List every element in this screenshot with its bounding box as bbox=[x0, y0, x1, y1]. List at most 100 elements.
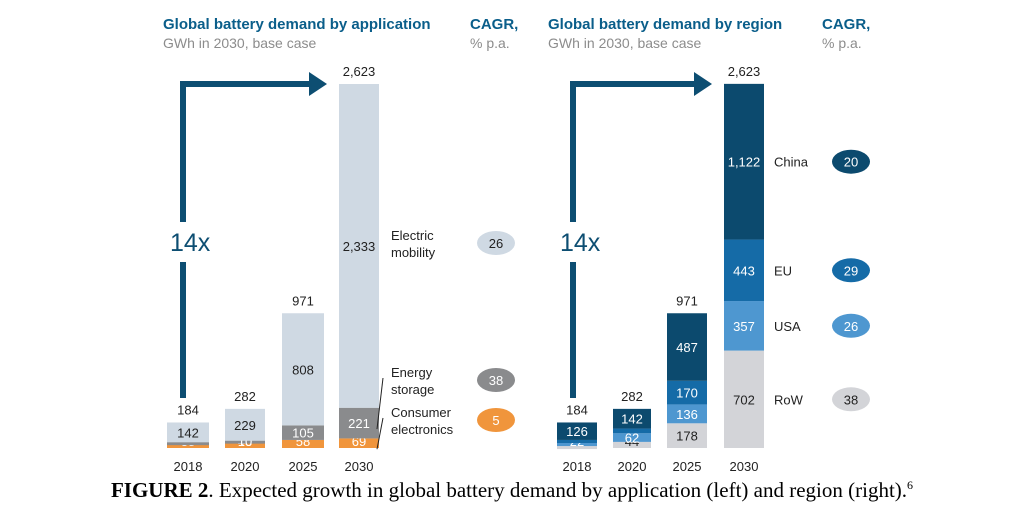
c1-bar-storage-2018 bbox=[167, 442, 209, 446]
c2-value-label-usa-2020: 62 bbox=[625, 431, 639, 446]
c2-cagr-badge-row bbox=[832, 387, 870, 412]
c1-value-label-ev-2030: 2,333 bbox=[343, 239, 376, 254]
c2-total-label-2025: 971 bbox=[676, 293, 698, 308]
c1-growth-label: 14x bbox=[170, 229, 211, 257]
c1-legend-label-ev: Electric bbox=[391, 228, 434, 243]
c2-legend-label-eu: EU bbox=[774, 263, 792, 278]
c1-value-label-storage-2030: 221 bbox=[348, 416, 370, 431]
c1-category-label-2030: 2030 bbox=[345, 459, 374, 474]
c1-category-label-2020: 2020 bbox=[231, 459, 260, 474]
c2-value-label-usa-2030: 357 bbox=[733, 319, 755, 334]
c1-bar-ev-2018 bbox=[167, 422, 209, 443]
c2-bar-china-2025 bbox=[667, 313, 707, 381]
c2-value-label-china-2025: 487 bbox=[676, 340, 698, 355]
c1-cagr-value-consumer: 5 bbox=[492, 413, 499, 428]
c2-title: Global battery demand by region bbox=[548, 16, 782, 33]
c2-bar-eu-2020 bbox=[613, 428, 651, 434]
c1-bar-storage-2030 bbox=[339, 407, 379, 439]
c2-value-label-usa-2025: 136 bbox=[676, 407, 698, 422]
c1-category-label-2025: 2025 bbox=[289, 459, 318, 474]
c2-bar-row-2018 bbox=[557, 446, 597, 450]
c2-cagr-header: CAGR, bbox=[822, 16, 870, 33]
c1-bar-ev-2030 bbox=[339, 84, 379, 408]
c1-value-label-storage-2025: 105 bbox=[292, 426, 314, 441]
c2-cagr-badge-eu bbox=[832, 258, 870, 283]
c2-legend-label-row: RoW bbox=[774, 392, 804, 407]
c2-growth-label-bg bbox=[559, 222, 615, 262]
c1-legend-label-storage: Energy bbox=[391, 365, 433, 380]
c2-bar-usa-2018 bbox=[557, 443, 597, 447]
figure-caption: FIGURE 2. Expected growth in global batt… bbox=[0, 478, 1024, 503]
c1-legend-label-storage-2: storage bbox=[391, 382, 434, 397]
c1-cagr-badge-consumer bbox=[477, 408, 515, 432]
c2-legend-label-usa: USA bbox=[774, 319, 801, 334]
c1-subtitle: GWh in 2030, base case bbox=[163, 35, 317, 51]
caption-text: . Expected growth in global battery dema… bbox=[208, 478, 908, 502]
c1-legend-label-ev-2: mobility bbox=[391, 245, 436, 260]
c1-category-label-2018: 2018 bbox=[174, 459, 203, 474]
c1-cagr-header: CAGR, bbox=[470, 16, 518, 33]
c2-bar-row-2025 bbox=[667, 423, 707, 448]
c2-value-label-china-2030: 1,122 bbox=[728, 155, 761, 170]
c2-growth-label: 14x bbox=[560, 229, 601, 257]
c1-bar-ev-2020 bbox=[225, 408, 265, 441]
c1-bar-consumer-2020 bbox=[225, 442, 265, 448]
c2-bar-row-2030 bbox=[724, 350, 764, 448]
c2-cagr-value-eu: 29 bbox=[844, 263, 858, 278]
c1-bar-storage-2025 bbox=[282, 425, 324, 440]
c2-category-label-2025: 2025 bbox=[673, 459, 702, 474]
c2-cagr-value-china: 20 bbox=[844, 155, 858, 170]
c1-bar-consumer-2025 bbox=[282, 439, 324, 448]
c2-bar-eu-2030 bbox=[724, 239, 764, 302]
c2-value-label-eu-2030: 443 bbox=[733, 263, 755, 278]
c2-bar-row-2020 bbox=[613, 441, 651, 448]
c1-legend-leader-storage bbox=[376, 377, 384, 430]
c2-value-label-china-2018: 126 bbox=[566, 424, 588, 439]
c1-cagr-value-ev: 26 bbox=[489, 236, 503, 251]
c1-cagr-value-storage: 38 bbox=[489, 373, 503, 388]
c2-cagr-value-usa: 26 bbox=[844, 319, 858, 334]
c2-cagr-badge-usa bbox=[832, 313, 870, 338]
c1-growth-arrow-head bbox=[309, 72, 327, 96]
c2-cagr-badge-china bbox=[832, 149, 870, 174]
c1-growth-label-bg bbox=[169, 222, 225, 262]
c2-value-label-row-2025: 178 bbox=[676, 429, 698, 444]
c2-value-label-eu-2025: 170 bbox=[676, 386, 698, 401]
c1-title: Global battery demand by application bbox=[163, 16, 431, 33]
c2-subtitle: GWh in 2030, base case bbox=[548, 35, 702, 51]
c1-total-label-2025: 971 bbox=[292, 293, 314, 308]
c2-legend-label-china: China bbox=[774, 155, 809, 170]
c1-cagr-unit: % p.a. bbox=[470, 35, 510, 51]
c2-bar-usa-2030 bbox=[724, 301, 764, 351]
c1-legend-leader-consumer bbox=[376, 417, 384, 450]
c2-bar-usa-2025 bbox=[667, 404, 707, 424]
c1-total-label-2018: 184 bbox=[177, 402, 199, 417]
c1-legend-label-consumer: Consumer bbox=[391, 405, 452, 420]
c1-value-label-ev-2020: 229 bbox=[234, 418, 256, 433]
c2-category-label-2020: 2020 bbox=[618, 459, 647, 474]
battery-demand-charts: Global battery demand by application GWh … bbox=[163, 16, 870, 474]
c2-bar-china-2018 bbox=[557, 422, 597, 440]
c1-cagr-badge-ev bbox=[477, 231, 515, 255]
c2-total-label-2030: 2,623 bbox=[728, 64, 761, 79]
c1-bar-consumer-2030 bbox=[339, 438, 379, 448]
c2-value-label-row-2030: 702 bbox=[733, 392, 755, 407]
c1-value-label-ev-2018: 142 bbox=[177, 425, 199, 440]
c2-category-label-2030: 2030 bbox=[730, 459, 759, 474]
c1-bar-storage-2020 bbox=[225, 440, 265, 444]
c2-value-label-china-2020: 142 bbox=[621, 412, 643, 427]
c1-growth-arrow bbox=[180, 81, 309, 398]
c2-growth-arrow bbox=[570, 81, 694, 398]
c2-bar-china-2030 bbox=[724, 83, 764, 240]
c2-growth-arrow-head bbox=[694, 72, 712, 96]
c1-cagr-badge-storage bbox=[477, 368, 515, 392]
c1-bar-consumer-2018 bbox=[167, 442, 209, 448]
c2-bar-eu-2025 bbox=[667, 380, 707, 405]
c1-legend-label-consumer-2: electronics bbox=[391, 422, 454, 437]
c1-value-label-ev-2025: 808 bbox=[292, 362, 314, 377]
c2-total-label-2018: 184 bbox=[566, 402, 588, 417]
caption-label: FIGURE 2 bbox=[110, 478, 209, 502]
c2-category-label-2018: 2018 bbox=[563, 459, 592, 474]
c2-cagr-unit: % p.a. bbox=[822, 35, 862, 51]
caption-ref: 6 bbox=[907, 478, 914, 492]
